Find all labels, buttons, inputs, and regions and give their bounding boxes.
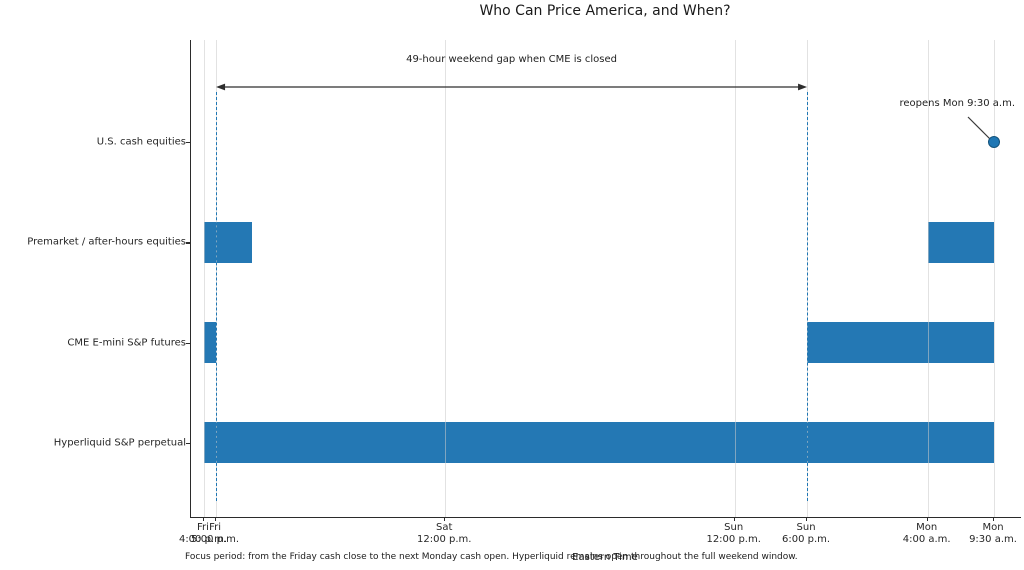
row-label: CME E-mini S&P futures [67, 337, 186, 349]
x-tick-mark [733, 517, 735, 521]
x-tick-label: Sun 6:00 p.m. [782, 522, 830, 546]
x-tick-label: Mon 4:00 a.m. [903, 522, 951, 546]
y-tick-mark [186, 342, 190, 344]
x-tick-label: Mon 9:30 a.m. [969, 522, 1017, 546]
x-tick-mark [444, 517, 446, 521]
reopen-marker-dot [988, 136, 1000, 148]
gap-arrow-head-left [216, 83, 226, 91]
row-label: Premarket / after-hours equities [27, 236, 186, 248]
y-tick-mark [186, 442, 190, 445]
gridline [994, 40, 995, 517]
row-label: Hyperliquid S&P perpetual [53, 437, 186, 449]
gridline [204, 40, 205, 517]
x-tick-day: Mon [916, 522, 938, 533]
y-tick-mark [186, 142, 190, 144]
gap-arrow-label: 49-hour weekend gap when CME is closed [406, 54, 618, 65]
gap-arrow-head-right [798, 83, 808, 91]
x-tick-label: Fri 5:00 p.m. [191, 522, 239, 546]
x-tick-day: Fri [209, 522, 221, 533]
x-tick-day: Sun [724, 522, 744, 533]
y-tick-mark [186, 242, 190, 244]
x-tick-time: 12:00 p.m. [706, 534, 761, 545]
bar-segment [204, 322, 217, 364]
gridline [734, 40, 736, 517]
x-tick-time: 12:00 p.m. [416, 534, 472, 545]
reopen-annotation: reopens Mon 9:30 a.m. [899, 98, 1015, 109]
x-tick-day: Sun [796, 522, 816, 533]
x-tick-mark [806, 517, 808, 521]
x-tick-time: 9:30 a.m. [969, 534, 1017, 545]
x-tick-mark [926, 517, 928, 521]
x-tick-label: Sat 12:00 p.m. [417, 522, 471, 546]
gridline [445, 40, 447, 517]
x-tick-label: Sun 12:00 p.m. [706, 522, 760, 546]
chart-title: Who Can Price America, and When? [479, 3, 731, 19]
reopen-leader-line [967, 116, 991, 140]
gridline [927, 40, 929, 517]
x-tick-day: Sat [436, 522, 453, 533]
plot-area: 49-hour weekend gap when CME is closed r… [190, 40, 1021, 518]
x-tick-time: 6:00 p.m. [782, 534, 831, 545]
x-tick-time: 5:00 p.m. [191, 534, 240, 545]
x-tick-day: Mon [982, 522, 1004, 533]
bar-segment [204, 422, 994, 464]
x-tick-mark [215, 517, 217, 521]
bar-segment [927, 221, 994, 263]
bar-segment [807, 322, 994, 364]
x-tick-time: 4:00 p.m. [178, 534, 228, 545]
footnote: Focus period: from the Friday cash close… [185, 552, 798, 562]
x-axis-label: Eastern Time [572, 552, 638, 563]
row-label: U.S. cash equities [96, 136, 186, 148]
cme-reopen-dashed-line [807, 92, 809, 501]
x-tick-label: Fri 4:00 p.m. [179, 522, 227, 546]
x-tick-time: 4:00 a.m. [902, 534, 951, 545]
x-tick-mark [993, 517, 995, 521]
cme-close-dashed-line [216, 92, 218, 501]
x-tick-day: Fri [197, 522, 209, 533]
bar-segment [204, 221, 253, 263]
x-tick-mark [203, 517, 205, 521]
